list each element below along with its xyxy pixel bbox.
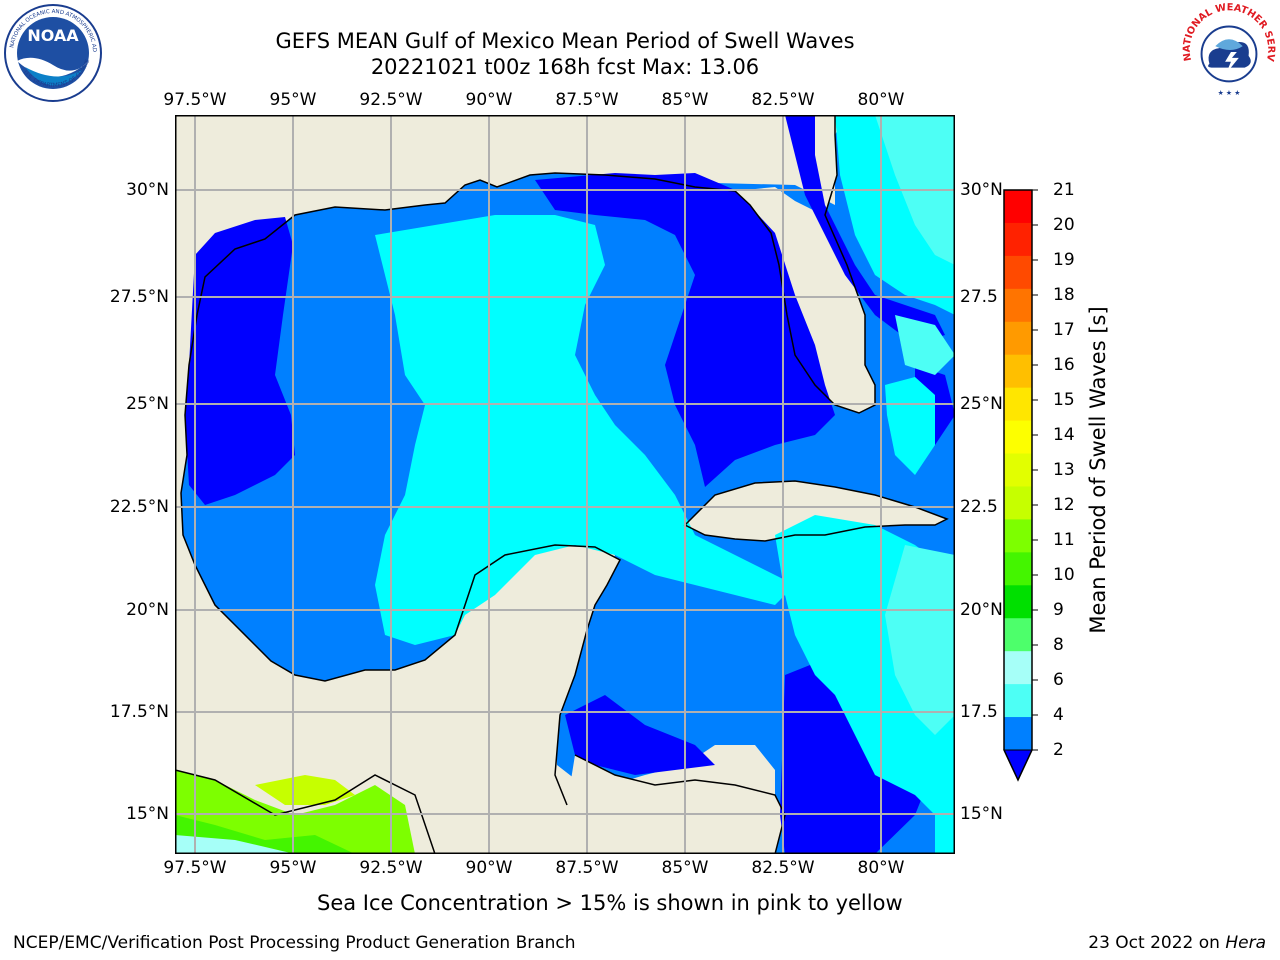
- colorbar-tick-label: 19: [1053, 250, 1075, 270]
- colorbar-tick-label: 6: [1053, 670, 1064, 690]
- sea-ice-note: Sea Ice Concentration > 15% is shown in …: [317, 891, 903, 915]
- colorbar-bin: [1004, 585, 1032, 619]
- lat-label-right: 15°N: [960, 804, 1003, 824]
- lat-label-right: 30°N: [960, 180, 1003, 200]
- colorbar-tick-label: 21: [1053, 180, 1075, 200]
- land-yucatan: [175, 545, 620, 854]
- colorbar-tick-label: 16: [1053, 355, 1075, 375]
- noaa-logo: NOAA NATIONAL OCEANIC AND ATMOSPHERIC AD…: [3, 3, 102, 102]
- colorbar-tick-label: 17: [1053, 320, 1075, 340]
- colorbar-tick-label: 4: [1053, 705, 1064, 725]
- lat-label-left: 27.5°N: [109, 287, 169, 307]
- footer-host: Hera: [1225, 933, 1266, 953]
- colorbar-tick-label: 12: [1053, 495, 1075, 515]
- lat-label-right: 22.5: [960, 497, 998, 517]
- footer-date: 23 Oct 2022 on Hera: [1088, 933, 1266, 953]
- colorbar-tick-label: 20: [1053, 215, 1075, 235]
- lon-label-top: 92.5°W: [359, 90, 423, 110]
- lat-label-left: 22.5°N: [109, 497, 169, 517]
- colorbar-bin: [1004, 453, 1032, 487]
- colorbar-bin: [1004, 486, 1032, 520]
- lon-label-top: 90°W: [465, 90, 513, 110]
- colorbar-bin: [1004, 420, 1032, 455]
- lon-label-top: 82.5°W: [751, 90, 815, 110]
- lat-label-left: 17.5°N: [109, 702, 169, 722]
- lon-label-top: 87.5°W: [555, 90, 619, 110]
- colorbar-tick-label: 8: [1053, 635, 1064, 655]
- colorbar-bin: [1004, 354, 1032, 389]
- colorbar-bin: [1004, 255, 1032, 290]
- lon-label-bottom: 92.5°W: [359, 858, 423, 878]
- lon-label-top: 95°W: [269, 90, 317, 110]
- colorbar-bin: [1004, 519, 1032, 553]
- lat-label-left: 30°N: [126, 180, 169, 200]
- lat-label-right: 20°N: [960, 600, 1003, 620]
- lon-label-bottom: 97.5°W: [163, 858, 227, 878]
- map-frame: [175, 115, 955, 854]
- svg-text:★ ★ ★: ★ ★ ★: [1218, 89, 1241, 97]
- colorbar-tick-label: 10: [1053, 565, 1075, 585]
- colorbar-outline: [1003, 189, 1033, 782]
- lon-label-bottom: 85°W: [661, 858, 709, 878]
- colorbar-bin: [1004, 288, 1032, 323]
- colorbar-bin: [1004, 387, 1032, 422]
- colorbar-bin: [1004, 618, 1032, 652]
- lat-label-right: 25°N: [960, 394, 1003, 414]
- footer-credit: NCEP/EMC/Verification Post Processing Pr…: [13, 933, 576, 953]
- colorbar-bin: [1004, 684, 1032, 718]
- lon-label-bottom: 82.5°W: [751, 858, 815, 878]
- lat-label-left: 15°N: [126, 804, 169, 824]
- colorbar-tick-label: 14: [1053, 425, 1075, 445]
- colorbar-tick-label: 11: [1053, 530, 1075, 550]
- colorbar-bin: [1004, 552, 1032, 586]
- colorbar-bin: [1004, 321, 1032, 356]
- colorbar-tick-label: 18: [1053, 285, 1075, 305]
- map-subtitle: 20221021 t00z 168h fcst Max: 13.06: [370, 55, 760, 79]
- land-honduras: [565, 755, 785, 854]
- nws-logo: NATIONAL WEATHER SERVICE ★ ★ ★: [1180, 3, 1276, 100]
- lon-label-top: 85°W: [661, 90, 709, 110]
- lat-label-right: 27.5: [960, 287, 998, 307]
- map-title: GEFS MEAN Gulf of Mexico Mean Period of …: [275, 29, 855, 53]
- map-gridlines: [175, 115, 955, 854]
- colorbar-bin: [1004, 651, 1032, 685]
- colorbar: [1003, 189, 1038, 782]
- lon-label-top: 97.5°W: [163, 90, 227, 110]
- lon-label-bottom: 87.5°W: [555, 858, 619, 878]
- colorbar-bin: [1004, 717, 1032, 750]
- colorbar-extend-triangle: [1003, 749, 1033, 782]
- lon-label-bottom: 95°W: [269, 858, 317, 878]
- lon-label-top: 80°W: [857, 90, 905, 110]
- lat-label-left: 20°N: [126, 600, 169, 620]
- lat-label-left: 25°N: [126, 394, 169, 414]
- colorbar-tick-label: 2: [1053, 740, 1064, 760]
- colorbar-label: Mean Period of Swell Waves [s]: [1086, 306, 1110, 634]
- noaa-logo-text: NOAA: [27, 26, 79, 45]
- lon-label-bottom: 90°W: [465, 858, 513, 878]
- footer-date-text: 23 Oct 2022 on: [1088, 933, 1226, 953]
- colorbar-bin: [1004, 190, 1032, 224]
- map-panel: [175, 115, 955, 854]
- lon-label-bottom: 80°W: [857, 858, 905, 878]
- colorbar-tick-label: 13: [1053, 460, 1075, 480]
- colorbar-bin: [1004, 222, 1032, 257]
- colorbar-tick-label: 9: [1053, 600, 1064, 620]
- lat-label-right: 17.5: [960, 702, 998, 722]
- colorbar-tick-label: 15: [1053, 390, 1075, 410]
